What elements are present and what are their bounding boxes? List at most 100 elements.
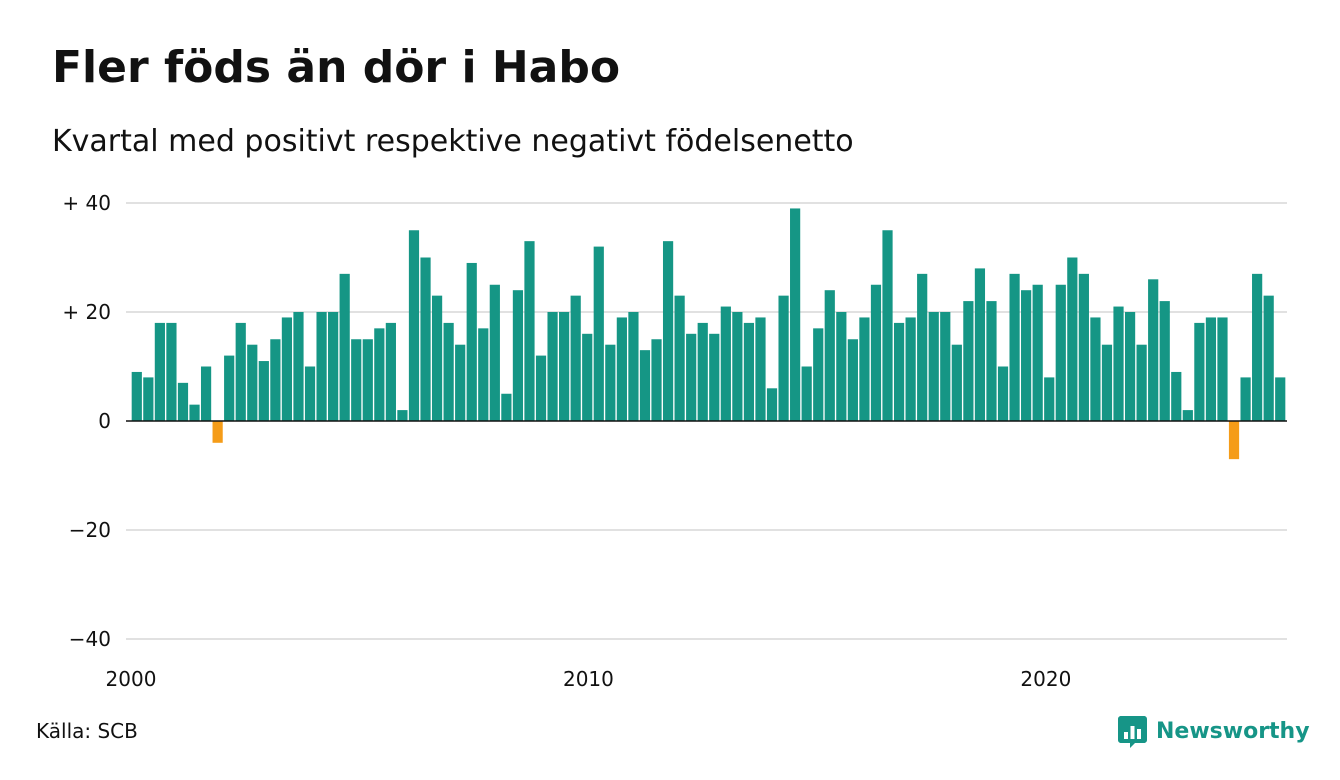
positive-net-bar [281, 317, 293, 421]
positive-net-bar [466, 262, 477, 421]
positive-net-bar [1124, 312, 1136, 421]
positive-net-bar [339, 273, 350, 421]
positive-net-bar [270, 339, 281, 421]
positive-net-bar [362, 339, 373, 421]
positive-net-bar [893, 322, 905, 421]
positive-net-bar [928, 312, 939, 421]
brand-name: Newsworthy [1156, 719, 1310, 744]
positive-net-bar [951, 344, 962, 421]
positive-net-bar [1182, 410, 1193, 421]
positive-net-bar [374, 328, 385, 421]
positive-net-bar [836, 312, 847, 421]
positive-net-bar [1021, 290, 1032, 421]
positive-net-bar [189, 404, 200, 421]
positive-net-bar [870, 284, 882, 421]
positive-net-bar [293, 312, 304, 421]
positive-net-bar [859, 317, 870, 421]
positive-net-bar [258, 361, 269, 421]
positive-net-bar [674, 295, 685, 421]
positive-net-bar [813, 328, 824, 421]
positive-net-bar [582, 333, 593, 421]
positive-net-bar [1067, 257, 1078, 421]
positive-net-bar [1205, 317, 1217, 421]
source-note: Källa: SCB [36, 719, 138, 743]
positive-net-bar [1078, 273, 1089, 421]
positive-net-bar [385, 322, 396, 421]
positive-net-bar [1263, 295, 1274, 421]
newsworthy-logo-icon [1118, 716, 1147, 748]
positive-net-bar [686, 333, 697, 421]
positive-net-bar [1101, 344, 1113, 421]
x-tick-label: 2010 [563, 667, 614, 691]
positive-net-bar [882, 230, 893, 421]
positive-net-bar [720, 306, 731, 421]
positive-net-bar [177, 382, 189, 421]
positive-net-bar [224, 355, 235, 421]
positive-net-bar [697, 322, 708, 421]
x-axis-labels: 2000 2010 2020 [106, 667, 1072, 691]
positive-net-bar [431, 295, 443, 421]
positive-net-bar [628, 312, 639, 421]
positive-net-bar [1044, 377, 1055, 421]
positive-net-bar [235, 322, 246, 421]
positive-net-bar [478, 328, 489, 421]
y-tick-label: 0 [98, 409, 111, 433]
positive-net-bar [986, 301, 997, 421]
positive-net-bar [535, 355, 547, 421]
positive-net-bar [397, 410, 408, 421]
positive-net-bar [755, 317, 766, 421]
x-tick-label: 2020 [1020, 667, 1071, 691]
positive-net-bar [316, 312, 327, 421]
positive-net-bar [1240, 377, 1251, 421]
positive-net-bar [501, 393, 512, 421]
positive-net-bar [1194, 322, 1205, 421]
positive-net-bar [328, 312, 339, 421]
positive-net-bar [154, 322, 165, 421]
positive-net-bar [1159, 301, 1170, 421]
positive-net-bar [743, 322, 755, 421]
positive-net-bar [778, 295, 789, 421]
positive-net-bar [524, 241, 535, 421]
positive-net-bar [963, 301, 974, 421]
positive-net-bar [732, 312, 743, 421]
positive-net-bar [605, 344, 616, 421]
positive-net-bar [1171, 371, 1182, 421]
positive-net-bar [1032, 284, 1043, 421]
chart-subtitle: Kvartal med positivt respektive negativt… [52, 124, 854, 159]
positive-net-bar [1136, 344, 1147, 421]
negative-net-bar [212, 421, 223, 443]
positive-net-bar [143, 377, 154, 421]
positive-net-bar [651, 339, 662, 421]
grid-lines [126, 202, 1287, 640]
y-tick-label: −40 [69, 627, 111, 651]
positive-net-bar [1148, 279, 1159, 421]
positive-net-bar [905, 317, 916, 421]
positive-net-bar [547, 312, 558, 421]
positive-net-bar [790, 208, 801, 421]
positive-net-bar [247, 344, 258, 421]
positive-net-bar [559, 312, 570, 421]
positive-net-bar [131, 371, 142, 421]
positive-net-bar [1113, 306, 1124, 421]
logo-bar-two [1130, 726, 1135, 739]
logo-bar-one [1124, 732, 1128, 739]
logo-bar-three [1137, 729, 1141, 739]
positive-net-bar [1252, 273, 1263, 421]
positive-net-bar [455, 344, 466, 421]
newsworthy-brand: Newsworthy [1118, 714, 1310, 750]
positive-net-bar [1009, 273, 1020, 421]
positive-net-bar [1275, 377, 1286, 421]
positive-net-bar [593, 246, 604, 421]
positive-net-bar [200, 366, 212, 421]
y-axis-labels: + 40 + 20 0 −20 −40 [62, 191, 111, 651]
positive-net-bar [917, 273, 928, 421]
positive-net-bar [304, 366, 316, 421]
positive-net-bar [639, 350, 651, 421]
chart-title: Fler föds än dör i Habo [52, 42, 621, 93]
positive-net-bar [1055, 284, 1066, 421]
positive-net-bar [709, 333, 720, 421]
y-tick-label: + 40 [62, 191, 111, 215]
positive-net-bar [443, 322, 454, 421]
positive-net-bar [408, 230, 420, 421]
